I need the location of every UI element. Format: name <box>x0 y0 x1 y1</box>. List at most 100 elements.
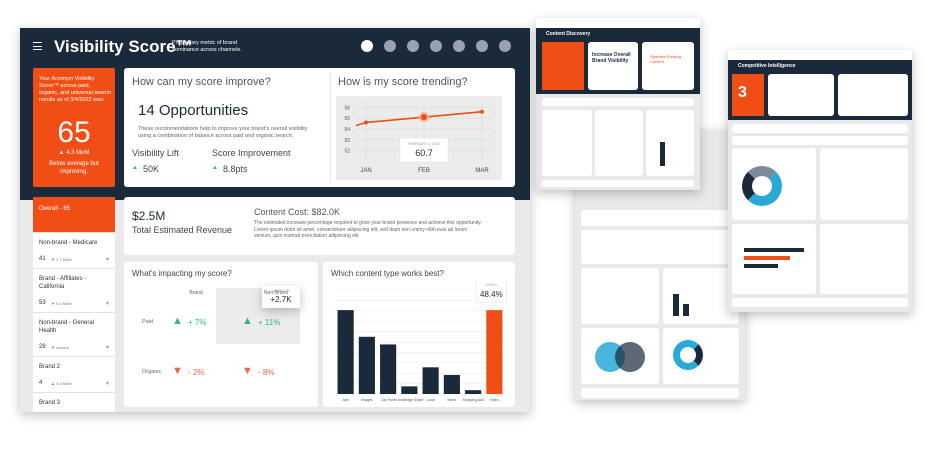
impact-card: What's impacting my score? VISIBILITY +2… <box>124 262 318 407</box>
main-dashboard: Visibility Score™ Proprietary metric of … <box>20 28 530 412</box>
panel <box>732 124 908 133</box>
panel <box>663 268 739 324</box>
bar <box>443 374 460 394</box>
bar <box>744 256 790 260</box>
row-label: Paid <box>142 319 154 325</box>
impact-value: - 2% <box>188 368 205 377</box>
nav-icon[interactable] <box>361 40 373 52</box>
nav-icon[interactable] <box>499 40 511 52</box>
panel <box>581 230 739 264</box>
score-intro: Your Acronym Visibility Score™ across pa… <box>39 76 111 103</box>
impact-arrow: ▼ <box>242 365 253 377</box>
menu-icon[interactable] <box>33 42 42 50</box>
improve-headline: 14 Opportunities <box>138 102 249 119</box>
impact-arrow: ▲ <box>242 315 253 327</box>
x-tick-label: MAR <box>475 168 489 174</box>
nav-icon[interactable] <box>476 40 488 52</box>
discovery-screen: Content Discovery Increase Overall Brand… <box>536 18 700 190</box>
nav-icon[interactable] <box>430 40 442 52</box>
improve-description: These recommendations help to improve yo… <box>138 126 308 139</box>
tile <box>768 74 834 116</box>
page-subtitle: Proprietary metric of brand dominance ac… <box>172 40 242 53</box>
segment-score: 41 <box>39 256 46 262</box>
column-header: Brand <box>189 290 203 296</box>
segment-item[interactable]: Brand - Affiliates - California 53 ▼ 5.4 M… <box>33 269 115 313</box>
revenue-card: $2.5M Total Estimated Revenue Content Co… <box>124 197 515 255</box>
up-arrow: ▲ <box>212 165 218 171</box>
nav-icon[interactable] <box>453 40 465 52</box>
tooltip-value: 60.7 <box>415 148 433 158</box>
impact-value: - 8% <box>258 368 275 377</box>
impact-arrow: ▼ <box>172 365 183 377</box>
tooltip-value: +2.7K <box>270 295 292 304</box>
x-tick-label: Local <box>426 398 435 402</box>
revenue-label: Total Estimated Revenue <box>132 225 233 235</box>
segment-item[interactable]: Non-brand - Medicare 41 ▼ 2.7 MoM ▾ <box>33 233 115 269</box>
revenue-description: The estimated increase percentage requir… <box>254 220 482 239</box>
y-tick-label: 53 <box>344 138 350 144</box>
y-tick-label: 54 <box>344 127 350 133</box>
nav-icon[interactable] <box>407 40 419 52</box>
segment-change: ▼ Unsure <box>51 345 69 350</box>
screen-header: Competitive Intelligence 3 <box>728 60 912 120</box>
divider <box>330 74 331 181</box>
up-arrow: ▲ <box>132 165 138 171</box>
impact-value: + 7% <box>188 318 207 327</box>
score: 3 <box>738 84 747 101</box>
x-tick-label: FEB <box>418 168 430 174</box>
bar <box>744 248 804 252</box>
column-header: Non-Brand <box>263 290 289 296</box>
nav-icon[interactable] <box>384 40 396 52</box>
lift-value: 50K <box>143 164 160 174</box>
trend-point <box>480 109 484 114</box>
panel <box>732 298 908 307</box>
score-tile: 3 <box>732 74 764 116</box>
trend-title: How is my score trending? <box>338 76 468 88</box>
panel <box>542 98 694 106</box>
bar <box>673 294 679 316</box>
screen-title: Content Discovery <box>546 31 591 37</box>
y-tick-label: 52 <box>344 149 350 155</box>
tooltip-label: VISIBILITY <box>272 289 290 293</box>
segment-score: 28 <box>39 344 46 350</box>
content-cost: Content Cost: $82.0K <box>254 207 341 217</box>
trend-chart: 52 53 54 55 56 JAN FEB MAR FEBRUARY 1, 2022 60.7 <box>336 96 502 180</box>
goal-tile: Increase Overall Brand Visibility <box>588 42 638 90</box>
segment-item[interactable]: Overall - 65 <box>33 197 115 233</box>
x-tick-label: Ads <box>343 398 349 402</box>
improve-title: How can my score improve? <box>132 76 271 88</box>
segment-score: 53 <box>39 300 46 306</box>
segment-item[interactable]: Brand 34▲ 4.3 MoM▾ <box>33 393 115 412</box>
x-tick-label: Knowledge Graph <box>395 398 423 402</box>
segment-item[interactable]: Brand 2 4 ▲ 4.3 MoM ▾ <box>33 357 115 393</box>
y-tick-label: 55 <box>344 116 350 122</box>
page-title: Visibility Score™ <box>54 37 193 56</box>
panel <box>581 388 739 398</box>
panel <box>732 136 908 145</box>
x-tick-label: Images <box>361 398 373 402</box>
trend-point <box>419 112 429 123</box>
segment-name: Non-brand - Medicare <box>39 240 98 246</box>
option-tile: Optimize Existing Content <box>642 42 694 90</box>
segment-item[interactable]: Non-brand - General Health 28 ▼ Unsure ▾ <box>33 313 115 357</box>
panel <box>663 328 739 384</box>
improvement-value: 8.8pts <box>223 164 248 174</box>
segment-change: ▼ 2.7 MoM <box>51 257 72 262</box>
panel <box>646 110 694 176</box>
content-card: Which content type works best? Ads Images… <box>323 262 515 407</box>
segment-name: Brand 2 <box>39 364 61 370</box>
panel <box>595 110 643 176</box>
y-tick-label: 56 <box>344 105 350 111</box>
chevron: ▾ <box>106 345 110 351</box>
panel <box>820 148 908 220</box>
score-card: Your Acronym Visibility Score™ across pa… <box>33 68 115 187</box>
panel <box>820 224 908 294</box>
venn <box>615 342 645 372</box>
x-tick-label: Shopping Ads <box>462 398 484 402</box>
improvement-label: Score Improvement <box>212 148 291 158</box>
x-tick-label: JAN <box>360 168 371 174</box>
segment-score: 4 <box>39 380 43 386</box>
x-tick-label: News <box>447 398 456 402</box>
score-note: Below average but improving. <box>49 161 99 175</box>
bar <box>465 390 482 394</box>
